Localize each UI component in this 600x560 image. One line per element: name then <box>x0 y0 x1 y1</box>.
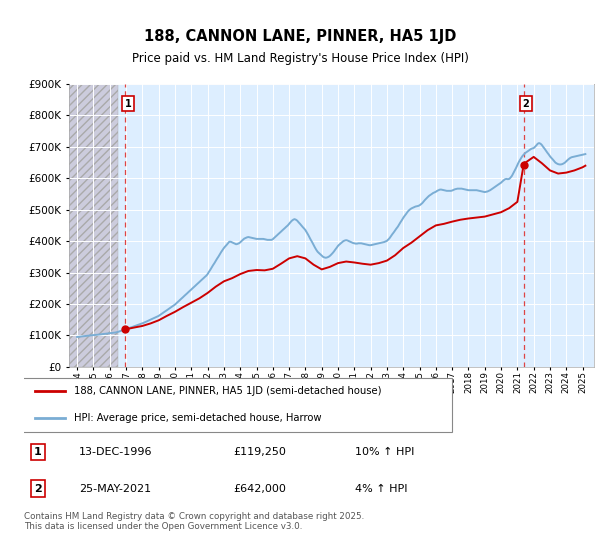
FancyBboxPatch shape <box>21 377 452 432</box>
Text: 188, CANNON LANE, PINNER, HA5 1JD: 188, CANNON LANE, PINNER, HA5 1JD <box>144 29 456 44</box>
Text: 25-MAY-2021: 25-MAY-2021 <box>79 484 151 493</box>
Text: Price paid vs. HM Land Registry's House Price Index (HPI): Price paid vs. HM Land Registry's House … <box>131 52 469 66</box>
Text: £642,000: £642,000 <box>234 484 287 493</box>
Text: 13-DEC-1996: 13-DEC-1996 <box>79 447 152 457</box>
Bar <box>69 84 118 367</box>
Text: £119,250: £119,250 <box>234 447 287 457</box>
Text: 10% ↑ HPI: 10% ↑ HPI <box>355 447 415 457</box>
Text: 2: 2 <box>523 99 529 109</box>
Text: HPI: Average price, semi-detached house, Harrow: HPI: Average price, semi-detached house,… <box>74 413 321 423</box>
Text: 1: 1 <box>124 99 131 109</box>
Text: Contains HM Land Registry data © Crown copyright and database right 2025.
This d: Contains HM Land Registry data © Crown c… <box>24 512 364 531</box>
Text: 4% ↑ HPI: 4% ↑ HPI <box>355 484 408 493</box>
Text: 2: 2 <box>34 484 41 493</box>
Text: 188, CANNON LANE, PINNER, HA5 1JD (semi-detached house): 188, CANNON LANE, PINNER, HA5 1JD (semi-… <box>74 386 381 396</box>
Text: 1: 1 <box>34 447 41 457</box>
